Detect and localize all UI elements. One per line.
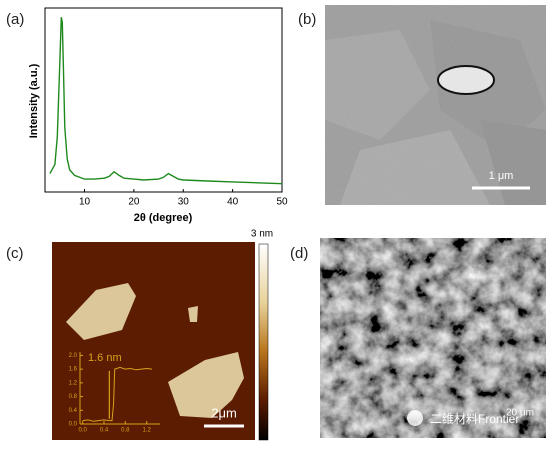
afm-image: 2μm 3 nm	[52, 229, 273, 441]
inset-plot: 0.0 0.4 0.8 1.2 0.0 0.4 0.8 1.2 1.6 2.0 1.6 nm	[69, 352, 160, 434]
panel-label: (d)	[290, 245, 308, 262]
x-tick-label: 10	[79, 197, 91, 208]
annotation: 1.6 nm	[88, 352, 122, 364]
watermark: 二维材料Frontier	[430, 412, 519, 426]
x-tick-label: 20	[128, 197, 140, 208]
panel-label: (a)	[6, 11, 24, 28]
x-tick-label: 50	[276, 197, 288, 208]
scale-bar-label: 20 μm	[506, 408, 534, 419]
y-tick-label: 0.8	[69, 394, 78, 400]
x-tick-label: 1.2	[142, 428, 151, 434]
panel-label: (c)	[6, 245, 24, 262]
x-tick-label: 0.0	[78, 428, 87, 434]
y-axis-label: Intensity (a.u.)	[28, 63, 40, 138]
data-line	[49, 17, 283, 185]
x-tick-label: 0.8	[121, 428, 130, 434]
y-tick-label: 0.0	[69, 422, 78, 428]
plot-frame	[44, 7, 283, 193]
y-tick-label: 0.4	[69, 408, 78, 414]
y-tick-label: 2.0	[69, 353, 78, 359]
sem-image: 20 μm 二维材料Frontier	[320, 238, 546, 438]
x-tick-label: 0.4	[100, 428, 109, 434]
data-line	[82, 366, 153, 422]
scale-bar-label: 1 μm	[489, 170, 514, 182]
y-tick-label: 1.6	[69, 367, 78, 373]
scale-bar-label: 2μm	[211, 405, 237, 420]
panel-label: (b)	[298, 11, 316, 28]
x-axis-label: 2θ (degree)	[134, 212, 193, 224]
x-tick-label: 40	[227, 197, 239, 208]
y-tick-label: 1.2	[69, 380, 78, 386]
tem-image: 1 μm	[325, 5, 546, 205]
x-tick-label: 30	[178, 197, 190, 208]
plot-a: 10 20 30 40 50	[44, 7, 288, 208]
colorbar-label: 3 nm	[251, 229, 273, 240]
